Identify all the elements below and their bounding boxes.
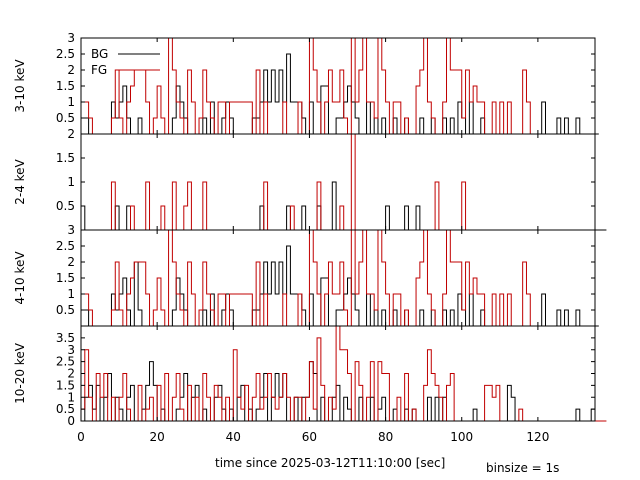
y-axis-label: 4-10 keV bbox=[13, 251, 27, 305]
y-axis-label: 3-10 keV bbox=[13, 59, 27, 113]
y-tick-label: 0 bbox=[67, 414, 75, 428]
panel-3: 0.5 1 1.5 2 2.5 3 4-10 keV bbox=[13, 223, 599, 327]
y-tick-label: 0.5 bbox=[56, 199, 75, 213]
legend-label-fg: FG bbox=[91, 63, 107, 77]
y-tick-label: 0.5 bbox=[56, 303, 75, 317]
y-tick-label: 3 bbox=[67, 343, 75, 357]
x-tick-label: 40 bbox=[226, 430, 241, 444]
x-tick-label: 60 bbox=[302, 430, 317, 444]
x-tick-label: 0 bbox=[77, 430, 85, 444]
y-tick-label: 1.5 bbox=[56, 151, 75, 165]
series-bg-panel-4 bbox=[81, 361, 599, 422]
panel-4: 00.511.522.533.5 10-20 keV bbox=[13, 325, 607, 428]
panel-2: 0.5 1 1.5 2 2-4 keV bbox=[13, 127, 607, 231]
y-tick-label: 3.5 bbox=[56, 331, 75, 345]
legend: BG FG bbox=[91, 47, 160, 77]
x-tick-label: 80 bbox=[378, 430, 393, 444]
x-tick-label: 20 bbox=[150, 430, 165, 444]
y-tick-label: 2.5 bbox=[56, 355, 75, 369]
x-tick-label: 100 bbox=[450, 430, 473, 444]
y-tick-label: 2 bbox=[67, 127, 75, 141]
y-tick-label: 1 bbox=[67, 287, 75, 301]
panel-frame bbox=[80, 325, 596, 422]
y-tick-label: 2 bbox=[67, 63, 75, 77]
y-tick-label: 2.5 bbox=[56, 239, 75, 253]
y-axis-label: 2-4 keV bbox=[13, 158, 27, 204]
y-tick-label: 1.5 bbox=[56, 79, 75, 93]
y-tick-label: 2 bbox=[67, 367, 75, 381]
y-tick-label: 2.5 bbox=[56, 47, 75, 61]
y-tick-label: 3 bbox=[67, 31, 75, 45]
x-axis-label: time since 2025-03-12T11:10:00 [sec] bbox=[215, 456, 446, 470]
x-tick-label: 120 bbox=[526, 430, 549, 444]
legend-label-bg: BG bbox=[91, 47, 108, 61]
y-tick-label: 2 bbox=[67, 255, 75, 269]
y-tick-label: 3 bbox=[67, 223, 75, 237]
y-axis-label: 10-20 keV bbox=[13, 342, 27, 404]
panel-frame bbox=[80, 133, 596, 231]
y-tick-label: 1 bbox=[67, 175, 75, 189]
y-tick-label: 1.5 bbox=[56, 378, 75, 392]
binsize-annotation: binsize = 1s bbox=[486, 461, 560, 475]
y-tick-label: 0.5 bbox=[56, 111, 75, 125]
y-tick-label: 1 bbox=[67, 95, 75, 109]
y-tick-label: 0.5 bbox=[56, 402, 75, 416]
y-tick-label: 1 bbox=[67, 390, 75, 404]
y-tick-label: 1.5 bbox=[56, 271, 75, 285]
